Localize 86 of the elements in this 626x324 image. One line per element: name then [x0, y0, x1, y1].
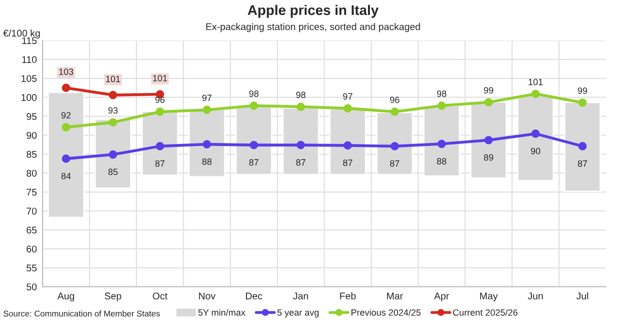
data-label: 98 [249, 90, 258, 97]
point [296, 102, 305, 111]
data-label: 97 [202, 94, 212, 102]
data-label: 87 [249, 159, 258, 166]
x-tick-label: Dec [246, 292, 262, 300]
data-label: 98 [437, 90, 446, 97]
point [250, 101, 258, 110]
x-tick-label: Jul [576, 292, 588, 300]
data-label: 87 [296, 159, 306, 166]
data-label: 96 [390, 96, 400, 103]
data-label: 99 [578, 88, 588, 94]
x-tick-label: Jan [293, 292, 308, 300]
data-label: 87 [155, 160, 165, 167]
x-tick-label: May [480, 292, 498, 302]
y-tick-label: 115 [22, 37, 37, 44]
point [578, 142, 587, 150]
point [250, 140, 258, 150]
data-label: 101 [528, 78, 543, 86]
point [62, 84, 70, 92]
legend-label: Previous 2024/25 [351, 309, 421, 316]
y-tick-label: 70 [26, 208, 37, 215]
y-tick-label: 110 [22, 56, 37, 64]
data-label: 87 [578, 160, 588, 167]
data-label: 92 [61, 112, 71, 119]
data-label: 103 [59, 68, 74, 75]
data-label: 85 [108, 168, 118, 176]
legend-label: 5Y min/max [198, 309, 246, 316]
data-label: 101 [106, 76, 120, 82]
y-tick-label: 100 [22, 94, 37, 101]
y-tick-label: 105 [22, 75, 37, 82]
point [437, 140, 446, 148]
data-label: 97 [343, 93, 352, 100]
data-label: 89 [484, 154, 494, 161]
data-label: 88 [202, 158, 212, 165]
point [108, 150, 118, 159]
chart-subtitle: Ex-packaging station prices, sorted and packaged [206, 23, 420, 32]
data-label: 99 [484, 87, 494, 94]
x-tick-label: Feb [340, 292, 356, 300]
data-label: 96 [155, 96, 165, 103]
data-label: 87 [390, 160, 400, 167]
point [202, 106, 212, 114]
data-label: 101 [153, 75, 168, 82]
point [62, 154, 70, 163]
point [108, 90, 118, 100]
point [156, 108, 164, 116]
x-tick-label: Mar [387, 292, 403, 300]
point [344, 104, 352, 112]
y-tick-label: 55 [26, 264, 37, 272]
legend-label: Current 2025/26 [453, 309, 518, 316]
point [202, 140, 212, 148]
data-label: 90 [530, 148, 540, 154]
y-tick-label: 95 [26, 113, 37, 120]
point [344, 141, 352, 150]
point [531, 130, 540, 138]
y-tick-label: 75 [26, 188, 37, 196]
data-label: 98 [296, 92, 306, 98]
data-label: 87 [343, 160, 352, 166]
point [62, 123, 70, 132]
point [296, 140, 305, 150]
x-tick-label: Sep [104, 292, 122, 302]
source-note: Source: Communication of Member States [4, 310, 160, 317]
point [484, 136, 493, 144]
chart-title: Apple prices in Italy [248, 4, 379, 18]
point [531, 90, 540, 98]
y-tick-label: 90 [26, 132, 37, 139]
data-label: 93 [108, 107, 118, 114]
legend-label: 5 year avg [277, 309, 319, 318]
x-tick-label: Jun [528, 292, 543, 300]
x-tick-label: Nov [199, 292, 216, 300]
point [108, 118, 118, 126]
y-tick-label: 60 [26, 246, 37, 252]
x-tick-label: Aug [57, 292, 74, 302]
y-tick-label: 65 [26, 226, 37, 234]
y-tick-label: 50 [26, 283, 37, 290]
point [390, 108, 399, 116]
y-tick-label: 85 [26, 150, 37, 158]
point [437, 101, 446, 110]
point [578, 98, 587, 107]
x-tick-label: Oct [152, 292, 168, 300]
point [156, 142, 164, 150]
data-label: 88 [437, 158, 446, 164]
data-label: 84 [61, 172, 71, 180]
point [484, 98, 493, 106]
x-tick-label: Apr [434, 292, 450, 302]
point [390, 142, 399, 150]
y-tick-label: 80 [26, 170, 37, 177]
